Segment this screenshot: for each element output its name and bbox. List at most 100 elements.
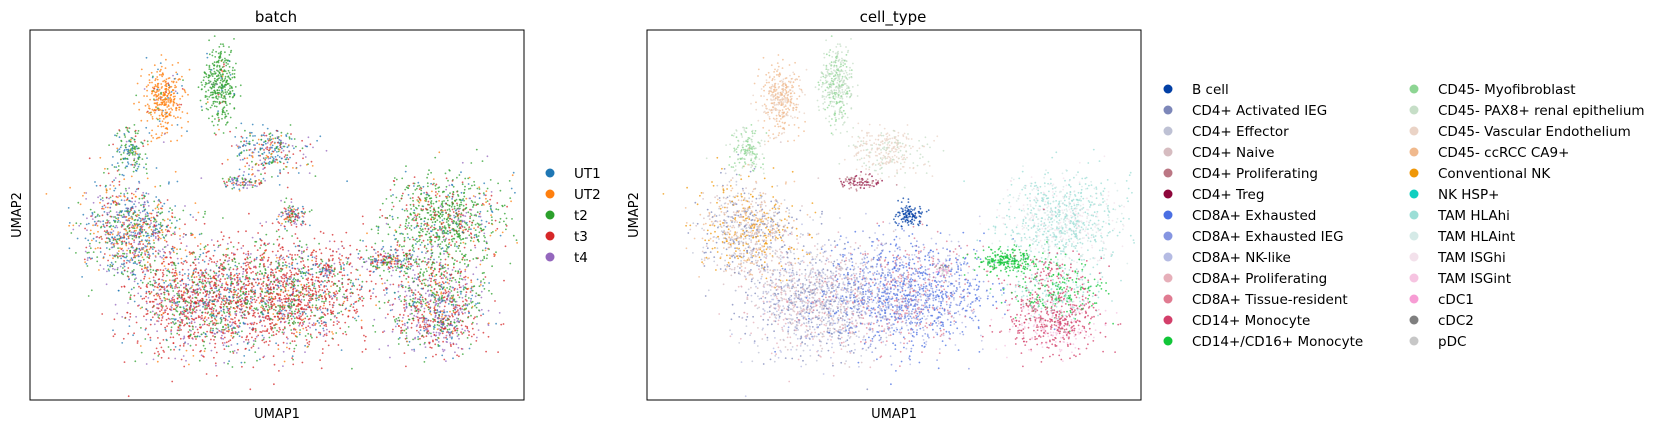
scatter-point	[192, 272, 195, 275]
scatter-point	[129, 316, 132, 318]
scatter-point	[264, 269, 267, 272]
scatter-point	[125, 140, 128, 143]
scatter-point	[271, 250, 274, 253]
scatter-point	[305, 304, 308, 307]
scatter-point	[250, 272, 253, 274]
scatter-point	[182, 79, 184, 81]
scatter-point	[246, 271, 248, 274]
scatter-point	[127, 150, 129, 153]
scatter-point	[86, 257, 89, 259]
scatter-point	[289, 286, 292, 289]
scatter-point	[159, 342, 161, 345]
scatter-point	[218, 288, 221, 291]
scatter-point	[182, 282, 185, 285]
scatter-point	[113, 166, 116, 168]
scatter-point	[128, 261, 131, 264]
scatter-point	[169, 256, 172, 259]
scatter-point	[281, 237, 284, 240]
scatter-point	[218, 96, 220, 98]
scatter-point	[311, 304, 314, 307]
scatter-point	[187, 93, 189, 96]
scatter-point	[300, 298, 303, 301]
scatter-point	[239, 308, 242, 311]
scatter-point	[130, 231, 133, 234]
scatter-point	[209, 314, 211, 316]
scatter-point	[267, 138, 269, 140]
scatter-point	[96, 215, 99, 217]
scatter-point	[231, 73, 234, 75]
scatter-point	[349, 305, 352, 307]
scatter-point	[262, 252, 265, 255]
scatter-point	[213, 105, 216, 108]
scatter-point	[234, 136, 237, 138]
scatter-point	[320, 252, 323, 255]
scatter-point	[179, 234, 182, 237]
scatter-point	[215, 279, 218, 282]
scatter-point	[164, 67, 167, 69]
scatter-point	[125, 216, 128, 218]
scatter-point	[291, 261, 294, 264]
scatter-point	[104, 167, 106, 170]
scatter-point	[128, 325, 131, 327]
scatter-point	[292, 285, 295, 288]
scatter-point	[156, 360, 159, 363]
scatter-point	[298, 249, 301, 252]
scatter-point	[143, 95, 146, 97]
scatter-point	[279, 143, 282, 146]
scatter-point	[277, 175, 279, 178]
scatter-point	[173, 294, 176, 297]
scatter-point	[271, 222, 274, 225]
scatter-point	[365, 280, 368, 283]
scatter-point	[139, 217, 142, 220]
scatter-point	[76, 237, 79, 240]
scatter-point	[154, 274, 157, 276]
scatter-point	[105, 247, 108, 249]
scatter-point	[288, 137, 291, 140]
scatter-point	[166, 95, 169, 98]
scatter-point	[207, 89, 210, 92]
scatter-point	[170, 107, 173, 110]
scatter-point	[271, 292, 274, 295]
scatter-point	[138, 101, 140, 104]
scatter-point	[128, 241, 130, 244]
scatter-point	[174, 319, 176, 321]
scatter-point	[293, 328, 295, 331]
scatter-point	[315, 294, 318, 297]
scatter-point	[355, 278, 357, 281]
scatter-point	[204, 290, 207, 293]
scatter-point	[167, 88, 170, 91]
scatter-point	[251, 336, 253, 339]
scatter-point	[180, 261, 183, 264]
scatter-point	[374, 283, 377, 285]
scatter-point	[332, 321, 335, 323]
scatter-point	[120, 144, 123, 147]
scatter-point	[116, 221, 119, 224]
scatter-point	[267, 274, 269, 276]
scatter-point	[332, 250, 334, 252]
scatter-point	[384, 282, 386, 284]
scatter-point	[133, 163, 136, 166]
scatter-point	[188, 325, 191, 327]
scatter-point	[169, 318, 171, 321]
scatter-point	[126, 259, 129, 262]
scatter-point	[174, 357, 177, 360]
scatter-point	[292, 220, 295, 222]
scatter-point	[301, 147, 304, 150]
scatter-point	[297, 172, 300, 174]
scatter-point	[194, 236, 196, 239]
scatter-point	[323, 321, 326, 323]
scatter-point	[178, 103, 181, 106]
scatter-point	[130, 207, 133, 210]
scatter-point	[146, 110, 149, 113]
scatter-point	[246, 157, 249, 160]
scatter-point	[160, 309, 163, 311]
scatter-point	[304, 287, 306, 290]
scatter-point	[353, 309, 356, 312]
scatter-point	[226, 122, 228, 124]
scatter-point	[323, 302, 326, 305]
scatter-point	[248, 149, 251, 151]
scatter-point	[225, 318, 227, 321]
scatter-point	[221, 284, 223, 287]
scatter-point	[111, 164, 114, 166]
scatter-point	[277, 259, 280, 262]
